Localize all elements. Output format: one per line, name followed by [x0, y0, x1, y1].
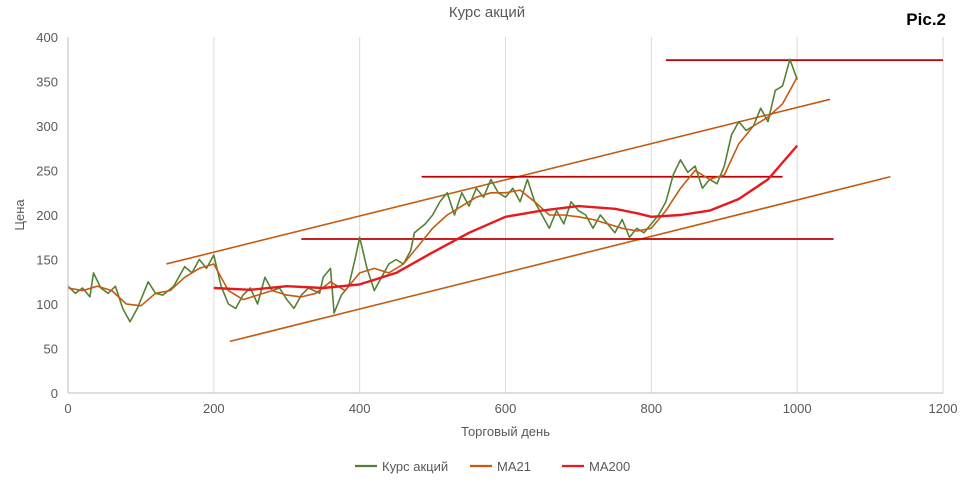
x-tick-label: 0: [64, 401, 71, 416]
trend-line: [166, 98, 831, 265]
y-axis-label: Цена: [12, 199, 27, 231]
series-layer: [67, 58, 799, 323]
y-tick-label: 400: [36, 30, 58, 45]
legend-label: Курс акций: [382, 459, 448, 474]
y-tick-label: 50: [44, 342, 58, 357]
legend-label: MA21: [497, 459, 531, 474]
legend-layer: Курс акций MA21 MA200: [355, 459, 630, 474]
y-tick-label: 200: [36, 208, 58, 223]
y-tick-label: 350: [36, 75, 58, 90]
figure-label: Pic.2: [906, 10, 946, 29]
x-axis-label: Торговый день: [461, 424, 550, 439]
trend-line: [229, 175, 891, 343]
axis-layer: 0 200 400 600 800 1000 1200 0 50 100 150 200 250 300 3…: [12, 30, 957, 439]
chart-title: Курс акций: [448, 4, 526, 21]
series-line-3: [213, 144, 799, 291]
x-tick-label: 1200: [929, 401, 958, 416]
series-line-1: [67, 58, 798, 323]
y-tick-label: 100: [36, 297, 58, 312]
grid-layer: [213, 37, 944, 393]
x-tick-label: 1000: [783, 401, 812, 416]
y-tick-label: 300: [36, 119, 58, 134]
y-tick-label: 150: [36, 253, 58, 268]
y-tick-label: 0: [51, 386, 58, 401]
y-tick-label: 250: [36, 164, 58, 179]
x-tick-label: 400: [349, 401, 371, 416]
x-tick-label: 800: [640, 401, 662, 416]
legend-label: MA200: [589, 459, 630, 474]
reference-lines-layer: [166, 59, 943, 343]
x-tick-label: 200: [203, 401, 225, 416]
x-tick-label: 600: [495, 401, 517, 416]
series-line-2: [67, 76, 798, 307]
